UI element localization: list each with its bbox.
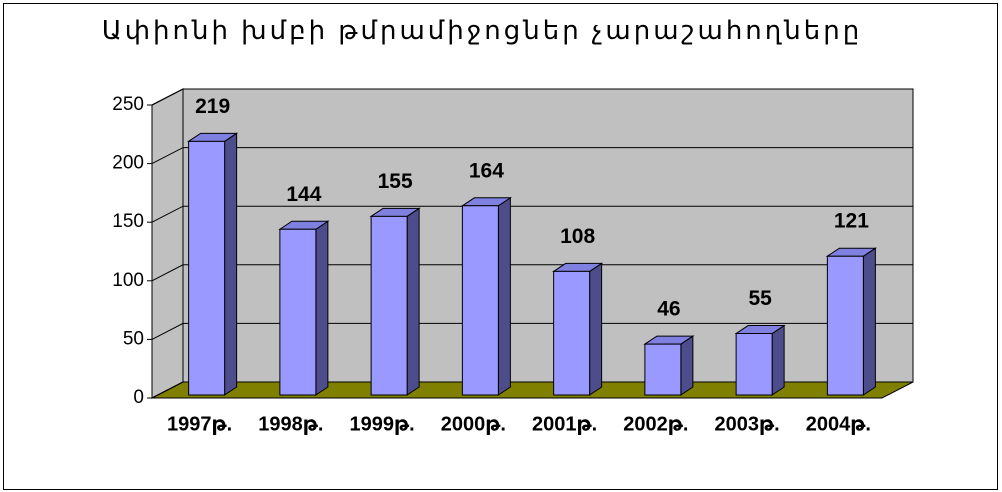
bar-side xyxy=(315,220,329,396)
bar xyxy=(186,132,239,396)
bar-side xyxy=(680,335,694,396)
bar xyxy=(825,247,878,396)
x-tick-label: 2000թ. xyxy=(441,413,506,435)
side-wall xyxy=(151,88,184,399)
y-tick-label: 250 xyxy=(112,94,144,115)
bar-front xyxy=(735,333,773,396)
value-label: 164 xyxy=(469,159,504,182)
bar xyxy=(278,220,330,396)
bar-front xyxy=(644,343,682,396)
x-tick-label: 1999թ. xyxy=(350,413,415,435)
chart-title: Ափիոնի խմբի թմրամիջոցներ չարաշահողները xyxy=(102,15,862,45)
value-label: 219 xyxy=(195,95,230,118)
bar-front xyxy=(188,140,226,396)
floor xyxy=(151,381,914,399)
bar-side xyxy=(497,196,511,396)
bar-front xyxy=(826,255,864,396)
grid-line xyxy=(151,147,913,165)
bar-side xyxy=(862,247,876,396)
bar-side xyxy=(406,207,420,396)
bar xyxy=(643,335,695,396)
x-tick-label: 1998թ. xyxy=(258,413,323,435)
value-label: 155 xyxy=(378,170,413,193)
y-tick-label: 50 xyxy=(123,328,144,349)
y-tick-label: 0 xyxy=(133,387,144,408)
bar-front xyxy=(370,215,408,396)
grid-line xyxy=(151,322,913,340)
y-tick-label: 150 xyxy=(112,211,144,232)
x-tick-label: 2001թ. xyxy=(532,413,597,435)
x-tick-label: 2003թ. xyxy=(715,413,780,435)
bar-side xyxy=(224,132,238,396)
bar-side xyxy=(589,262,603,396)
x-tick-label: 1997թ. xyxy=(167,413,232,435)
bar-front xyxy=(553,270,591,396)
value-label: 55 xyxy=(748,287,772,310)
bar-side xyxy=(771,324,785,396)
value-label: 144 xyxy=(286,183,321,206)
x-tick-label: 2002թ. xyxy=(623,413,688,435)
x-tick-label: 2004թ. xyxy=(806,413,871,435)
value-label: 121 xyxy=(834,210,869,233)
bar-front xyxy=(461,205,499,396)
bar xyxy=(551,262,604,396)
grid-line xyxy=(151,205,913,223)
grid-line xyxy=(151,264,913,282)
y-tick-label: 200 xyxy=(112,153,144,174)
bar-front xyxy=(279,228,317,396)
value-label: 108 xyxy=(560,225,595,248)
value-label: 46 xyxy=(657,298,680,321)
y-tick-label: 100 xyxy=(112,270,144,291)
grid-line xyxy=(151,88,913,106)
bar xyxy=(460,196,513,396)
bar xyxy=(734,324,786,396)
bar xyxy=(369,207,421,396)
